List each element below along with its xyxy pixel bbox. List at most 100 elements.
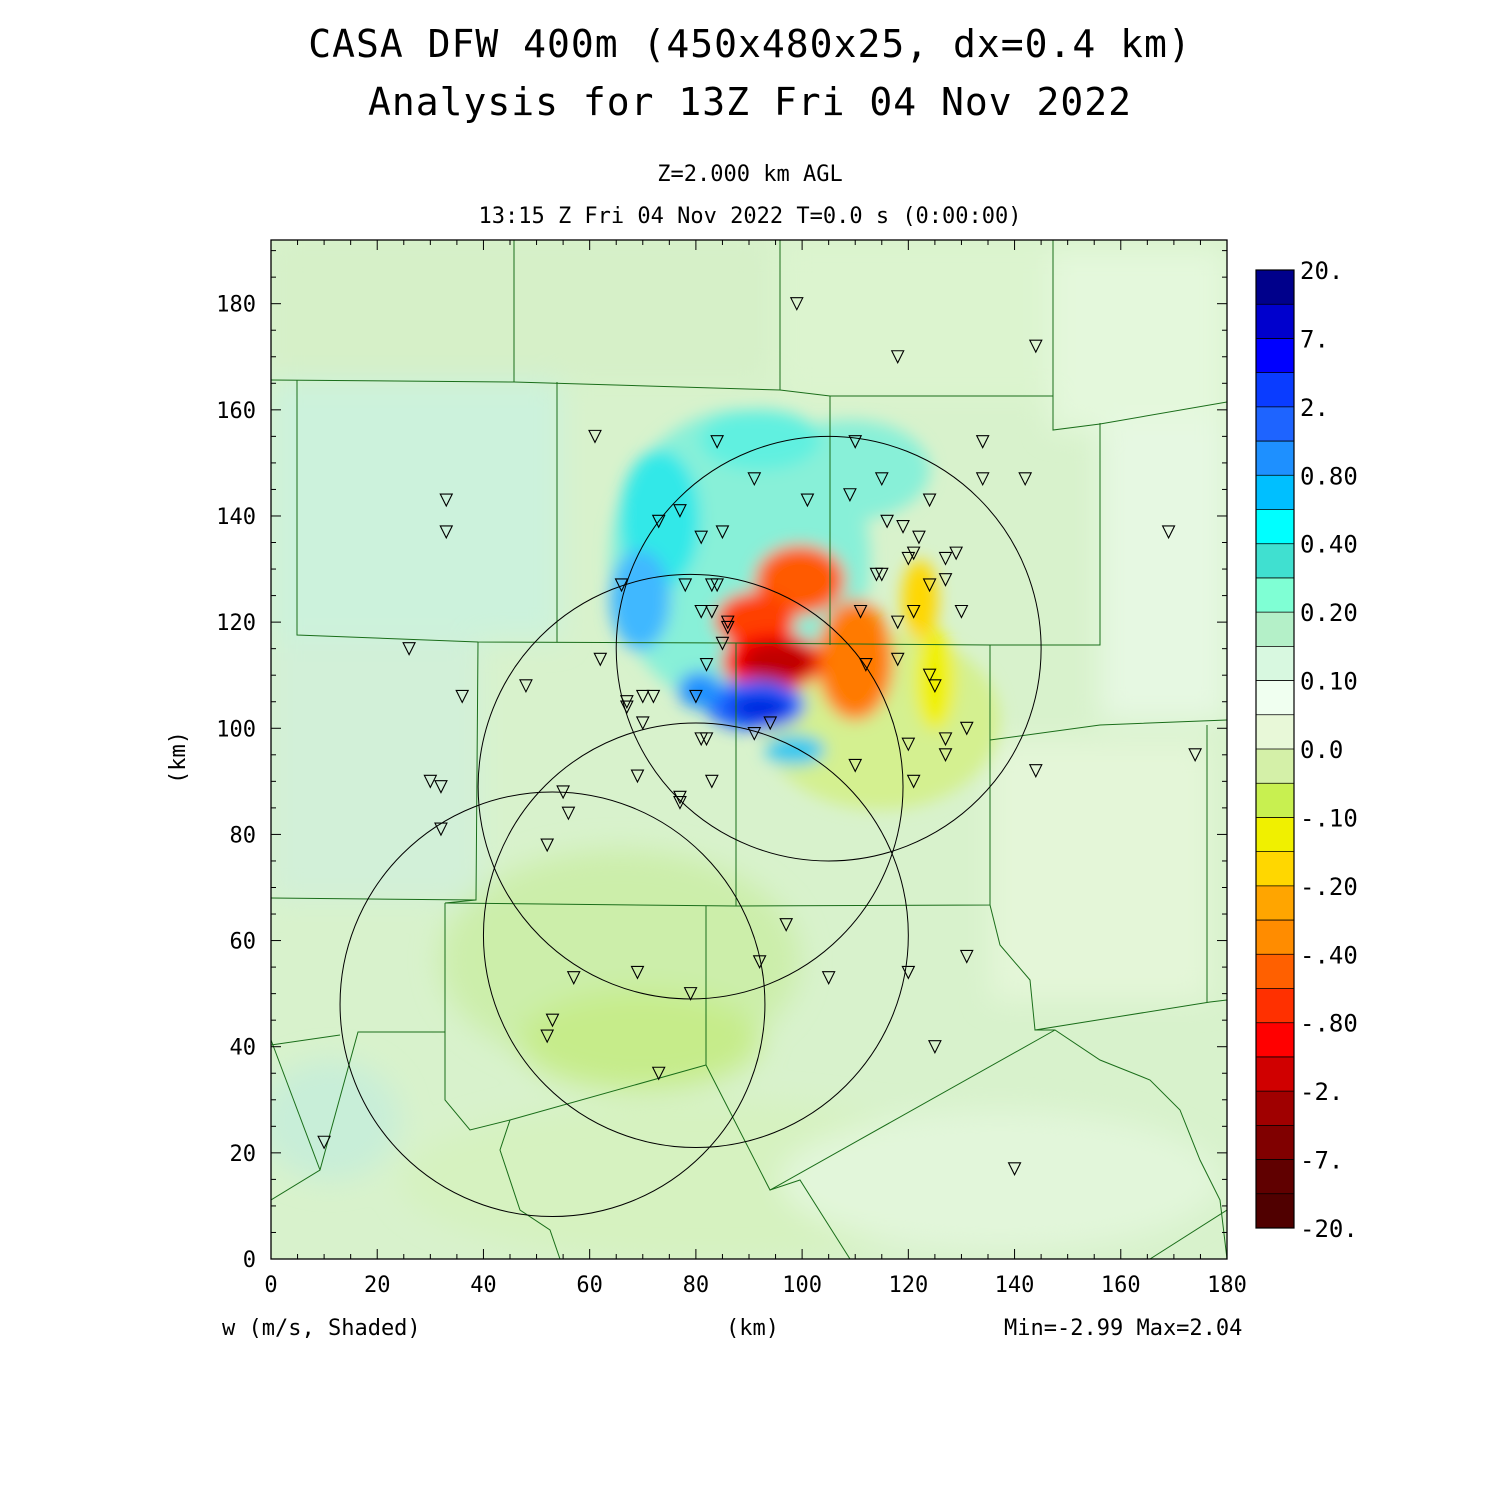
station-marker (651, 514, 666, 529)
y-tick-label: 0 (243, 1248, 256, 1273)
station-marker (906, 774, 921, 789)
station-marker (848, 435, 863, 449)
colorbar-swatch (1256, 680, 1294, 716)
level-label: Z=2.000 km AGL (657, 162, 843, 187)
station-marker (619, 700, 634, 715)
colorbar-label: -7. (1300, 1147, 1343, 1175)
station-marker (906, 604, 921, 619)
y-tick-label: 20 (230, 1142, 257, 1167)
station-marker (545, 1013, 560, 1028)
range-ring (615, 435, 1042, 862)
station-marker (651, 1066, 666, 1081)
station-marker (1161, 525, 1176, 540)
station-marker (694, 604, 709, 619)
colorbar-swatch (1256, 988, 1294, 1024)
colorbar-swatch (1256, 270, 1294, 305)
y-tick-label: 60 (230, 930, 257, 955)
station-marker (678, 578, 693, 593)
x-tick-label: 80 (683, 1273, 710, 1298)
colorbar-swatch (1256, 1091, 1294, 1126)
colorbar-label: 7. (1300, 325, 1329, 353)
station-marker (593, 652, 608, 667)
station-marker (673, 504, 687, 518)
x-tick-label: 0 (264, 1273, 277, 1298)
station-marker (720, 615, 735, 630)
colorbar-label: -2. (1300, 1078, 1343, 1106)
colorbar-label: 0.20 (1300, 599, 1358, 627)
station-marker (704, 578, 719, 593)
y-tick-label: 120 (216, 611, 256, 636)
station-marker (588, 429, 602, 444)
y-tick-label: 40 (230, 1036, 257, 1061)
station-marker (519, 679, 533, 694)
y-tick-label: 180 (216, 293, 256, 318)
station-marker (694, 530, 709, 545)
station-marker (673, 796, 687, 810)
station-marker (779, 918, 794, 932)
station-marker (906, 546, 921, 561)
colorbar-swatch (1256, 817, 1294, 853)
station-marker (954, 604, 969, 619)
colorbar-swatch (1256, 1193, 1294, 1229)
station-marker (922, 578, 937, 593)
colorbar-swatch (1256, 920, 1294, 955)
station-markers (317, 297, 1203, 1177)
x-tick-label: 40 (470, 1273, 497, 1298)
station-marker (975, 472, 990, 487)
station-marker (1028, 764, 1043, 778)
colorbar-swatch (1256, 1056, 1294, 1092)
station-marker (938, 748, 953, 763)
colorbar-label: 20. (1300, 257, 1343, 285)
colorbar-swatch (1256, 885, 1294, 921)
station-marker (439, 493, 454, 508)
station-marker (630, 769, 645, 784)
station-marker (1188, 748, 1203, 763)
station-marker (890, 350, 905, 364)
colorbar-frame (1255, 269, 1295, 1229)
colorbar-swatch (1256, 646, 1294, 682)
station-marker (789, 297, 804, 311)
colorbar-swatch (1256, 1159, 1294, 1195)
colorbar-swatch (1256, 714, 1294, 750)
station-marker (763, 716, 778, 731)
station-marker (858, 658, 873, 672)
station-marker (619, 695, 634, 709)
variable-label: w (m/s, Shaded) (222, 1316, 421, 1341)
station-marker (540, 838, 555, 853)
y-tick-label: 100 (216, 717, 256, 742)
valid-time-label: 13:15 Z Fri 04 Nov 2022 T=0.0 s (0:00:00… (478, 204, 1022, 229)
station-marker (927, 1040, 942, 1054)
county-boundaries (271, 240, 1227, 1259)
station-marker (720, 620, 735, 635)
colorbar-label: -.20 (1300, 873, 1358, 901)
station-marker (646, 689, 661, 704)
x-tick-label: 100 (782, 1273, 822, 1298)
min-max-label: Min=-2.99 Max=2.04 (1004, 1316, 1243, 1341)
x-tick-label: 160 (1101, 1273, 1141, 1298)
colorbar-swatch (1256, 954, 1294, 989)
station-marker (704, 604, 719, 619)
station-marker (912, 530, 926, 545)
range-ring (339, 791, 766, 1218)
colorbar-swatch (1256, 783, 1294, 818)
station-marker (556, 785, 571, 800)
station-marker (317, 1135, 332, 1150)
station-marker (635, 689, 650, 704)
colorbar-label: 0.40 (1300, 531, 1358, 559)
station-marker (922, 668, 937, 683)
station-marker (800, 493, 815, 508)
station-marker (938, 551, 953, 566)
colorbar-label: 0.10 (1300, 668, 1358, 696)
colorbar-swatch (1256, 441, 1294, 476)
colorbar-label: -.10 (1300, 804, 1358, 832)
colorbar-swatch (1256, 304, 1294, 339)
colorbar-label: -20. (1300, 1215, 1358, 1243)
station-marker (673, 790, 687, 805)
station-marker (540, 1029, 555, 1044)
station-marker (688, 689, 703, 704)
station-marker (901, 737, 916, 752)
station-marker (890, 615, 905, 630)
figure-subtitle: Analysis for 13Z Fri 04 Nov 2022 (367, 80, 1133, 124)
station-marker (455, 689, 470, 704)
